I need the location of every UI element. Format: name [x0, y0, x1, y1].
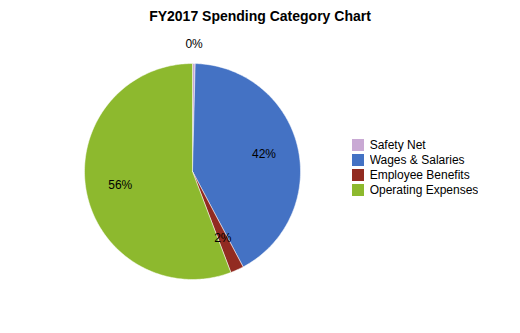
html-text:Employee Benefits: Employee Benefits	[369, 168, 470, 182]
svg-text:56%: 56%	[108, 178, 132, 192]
svg-text:2%: 2%	[214, 231, 232, 245]
html-text:FY2017 Spending Category Chart: FY2017 Spending Category Chart	[149, 8, 371, 24]
html-text:Operating Expenses: Operating Expenses	[369, 183, 479, 197]
html-text:Safety Net: Safety Net	[369, 138, 426, 152]
svg-text:0%: 0%	[185, 37, 203, 51]
html-text:Wages & Salaries: Wages & Salaries	[369, 153, 465, 167]
svg-text:42%: 42%	[252, 147, 276, 161]
